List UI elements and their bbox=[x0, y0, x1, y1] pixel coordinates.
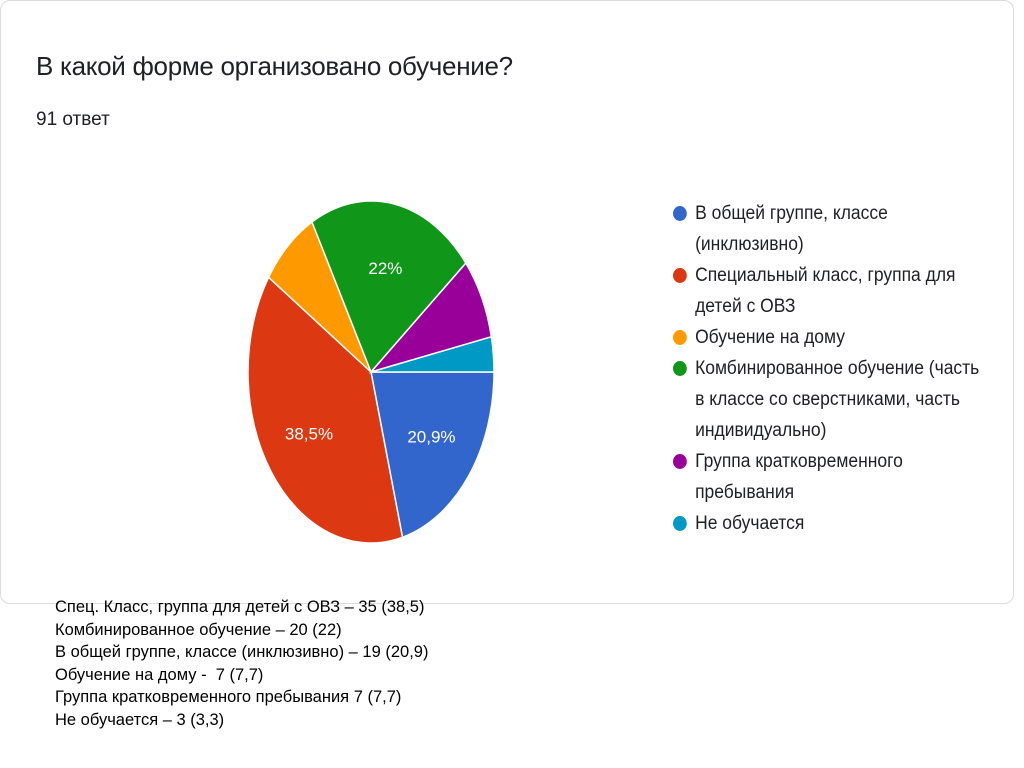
legend-item: Обучение на дому bbox=[673, 322, 990, 353]
summary-line: В общей группе, классе (инклюзивно) – 19… bbox=[55, 643, 429, 661]
response-count: 91 ответ bbox=[36, 109, 110, 130]
summary-line: Не обучается – 3 (3,3) bbox=[55, 710, 225, 729]
summary-line: Спец. Класс, группа для детей с ОВЗ – 35… bbox=[55, 598, 425, 616]
slice-label: 20,9% bbox=[407, 428, 455, 447]
slice-label: 22% bbox=[368, 259, 402, 278]
legend-label: Специальный класс, группа для детей с ОВ… bbox=[695, 265, 956, 317]
chart-card: В какой форме организовано обучение? 91 … bbox=[0, 0, 1014, 604]
legend-item: Не обучается bbox=[673, 508, 990, 539]
legend-item: В общей группе, классе (инклюзивно) bbox=[673, 198, 990, 260]
legend-label: Группа кратковременного пребывания bbox=[695, 451, 903, 503]
summary-line: Комбинированное обучение – 20 (22) bbox=[55, 620, 342, 639]
slice-label: 38,5% bbox=[285, 425, 333, 444]
pie-slice bbox=[247, 276, 404, 544]
pie-slice bbox=[311, 201, 467, 374]
legend-label: Не обучается bbox=[695, 513, 805, 534]
legend-label: Обучение на дому bbox=[695, 327, 845, 348]
chart-legend: В общей группе, классе (инклюзивно) Специ… bbox=[673, 198, 1018, 539]
summary-line: Группа кратковременного пребывания 7 (7,… bbox=[55, 688, 402, 706]
legend-swatch bbox=[673, 454, 687, 469]
legend-swatch bbox=[673, 516, 687, 531]
pie-slice bbox=[370, 371, 495, 539]
legend-swatch bbox=[673, 206, 687, 221]
pie-chart: 20,9% 38,5% 22% bbox=[247, 201, 495, 544]
legend-swatch bbox=[673, 268, 687, 283]
legend-swatch bbox=[673, 330, 687, 345]
summary-text: Спец. Класс, группа для детей с ОВЗ – 35… bbox=[55, 596, 428, 731]
question-title: В какой форме организовано обучение? bbox=[36, 51, 513, 81]
legend-item: Группа кратковременного пребывания bbox=[673, 446, 990, 508]
legend-swatch bbox=[673, 361, 687, 376]
summary-line: Обучение на дому - 7 (7,7) bbox=[55, 665, 264, 684]
legend-item: Комбинированное обучение (часть в классе… bbox=[673, 353, 990, 446]
legend-label: В общей группе, классе (инклюзивно) bbox=[695, 203, 888, 255]
legend-label: Комбинированное обучение (часть в классе… bbox=[695, 358, 980, 441]
legend-item: Специальный класс, группа для детей с ОВ… bbox=[673, 260, 990, 322]
pie-slice bbox=[370, 335, 495, 373]
